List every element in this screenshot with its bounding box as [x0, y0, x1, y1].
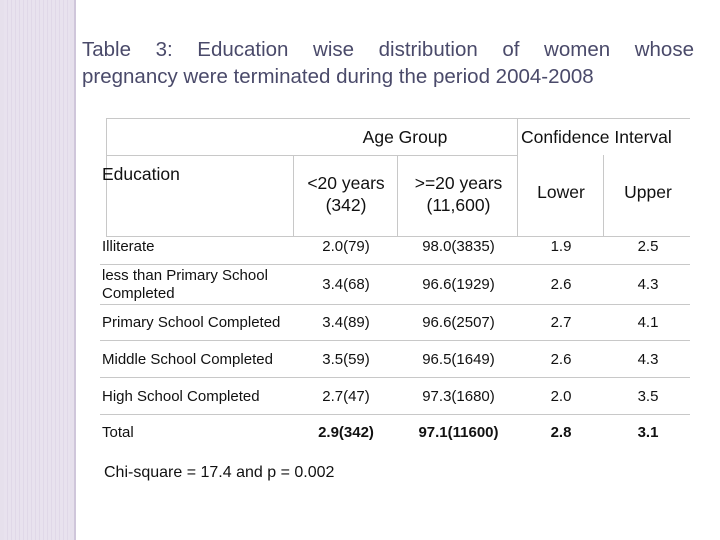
cell-over-20: 98.0(3835) — [422, 238, 495, 255]
col-divider-1 — [293, 155, 294, 237]
row-label: Total — [102, 424, 134, 441]
cell-upper: 2.5 — [637, 238, 659, 255]
decorative-side-bar — [0, 0, 76, 540]
row-label: Middle School Completed — [102, 351, 273, 368]
header-over-20: >=20 years (11,600) — [400, 172, 517, 216]
header-confidence-interval: Confidence Interval — [521, 127, 672, 147]
chi-square-note: Chi-square = 17.4 and p = 0.002 — [104, 464, 335, 481]
cell-over-20: 97.3(1680) — [422, 388, 495, 405]
header-divider — [106, 155, 518, 156]
cell-lower: 2.6 — [550, 276, 572, 293]
row-label-line1: less than Primary School — [102, 267, 268, 284]
cell-under-20: 2.7(47) — [322, 388, 370, 405]
row-label-line2: Completed — [102, 285, 175, 302]
cell-upper: 4.3 — [637, 276, 659, 293]
header-over-20-line2: (11,600) — [426, 195, 491, 215]
header-over-20-line1: >=20 years — [414, 173, 503, 193]
cell-over-20: 96.6(1929) — [422, 276, 495, 293]
header-under-20-line1: <20 years — [307, 173, 385, 193]
cell-upper: 4.1 — [637, 314, 659, 331]
cell-over-20: 97.1(11600) — [418, 424, 499, 441]
header-upper: Upper — [624, 182, 672, 202]
header-age-group: Age Group — [362, 127, 448, 147]
cell-under-20: 3.4(68) — [322, 276, 370, 293]
cell-upper: 4.3 — [637, 351, 659, 368]
row-label: less than Primary School Completed — [102, 267, 268, 303]
title-line-2: pregnancy were terminated during the per… — [82, 65, 594, 88]
col-divider-2 — [397, 155, 398, 237]
cell-under-20: 2.9(342) — [318, 424, 374, 441]
cell-under-20: 2.0(79) — [322, 238, 370, 255]
row-label: High School Completed — [102, 388, 260, 405]
cell-under-20: 3.5(59) — [322, 351, 370, 368]
col-divider-3 — [517, 118, 518, 237]
cell-lower: 1.9 — [550, 238, 572, 255]
title-line-1: Table 3: Education wise distribution of … — [82, 38, 694, 61]
row-divider — [100, 340, 690, 341]
row-divider — [100, 304, 690, 305]
header-bottom-line — [106, 236, 690, 237]
row-divider — [100, 264, 690, 265]
cell-over-20: 96.6(2507) — [422, 314, 495, 331]
cell-under-20: 3.4(89) — [322, 314, 370, 331]
cell-lower: 2.7 — [550, 314, 572, 331]
cell-upper: 3.1 — [637, 424, 659, 441]
header-under-20: <20 years (342) — [296, 172, 396, 216]
cell-lower: 2.0 — [550, 388, 572, 405]
row-label: Illiterate — [102, 238, 155, 255]
table-header-frame — [106, 118, 690, 236]
side-bar-texture — [4, 0, 70, 540]
header-under-20-line2: (342) — [325, 195, 367, 215]
col-divider-4 — [603, 155, 604, 237]
cell-over-20: 96.5(1649) — [422, 351, 495, 368]
row-label: Primary School Completed — [102, 314, 281, 331]
cell-upper: 3.5 — [637, 388, 659, 405]
row-divider — [100, 414, 690, 415]
cell-lower: 2.6 — [550, 351, 572, 368]
cell-lower: 2.8 — [550, 424, 572, 441]
header-lower: Lower — [537, 182, 585, 202]
row-divider — [100, 377, 690, 378]
header-education: Education — [102, 164, 180, 184]
slide-title: Table 3: Education wise distribution of … — [82, 36, 694, 90]
